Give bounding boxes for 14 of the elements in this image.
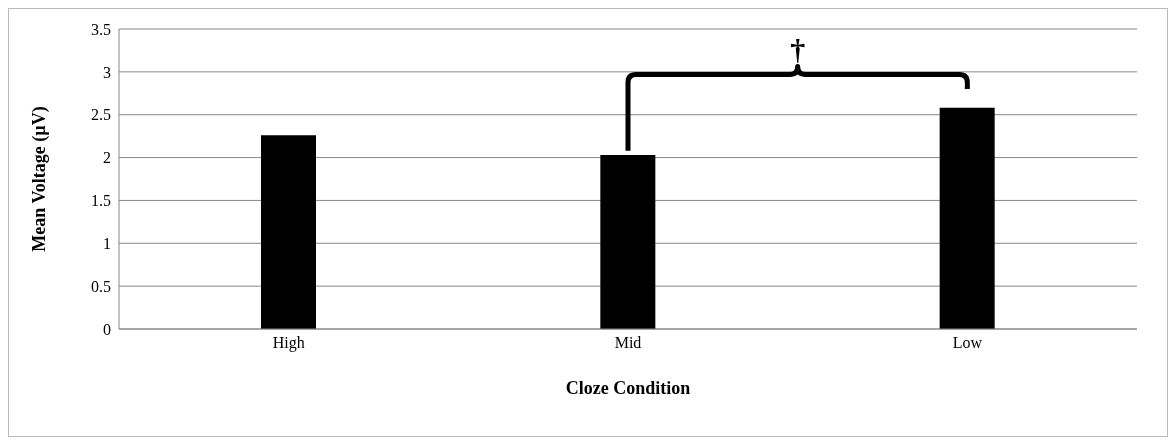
x-tick-label: Low <box>952 334 983 352</box>
annotation: † <box>790 33 806 67</box>
x-tick-label: Mid <box>614 334 642 352</box>
y-tick-label: 2 <box>103 149 111 167</box>
x-axis-title: Cloze Condition <box>565 378 691 398</box>
y-tick-label: 0 <box>103 320 111 338</box>
y-tick-label: 1 <box>103 234 111 252</box>
y-tick-label: 2.5 <box>91 106 111 124</box>
y-tick-label: 3.5 <box>91 20 111 38</box>
y-tick-label: 0.5 <box>91 277 111 295</box>
y-tick-label: 1.5 <box>91 192 111 210</box>
y-axis-title: Mean Voltage (µV) <box>29 106 51 252</box>
y-tick-label: 3 <box>103 63 111 81</box>
x-tick-label: High <box>272 334 305 353</box>
